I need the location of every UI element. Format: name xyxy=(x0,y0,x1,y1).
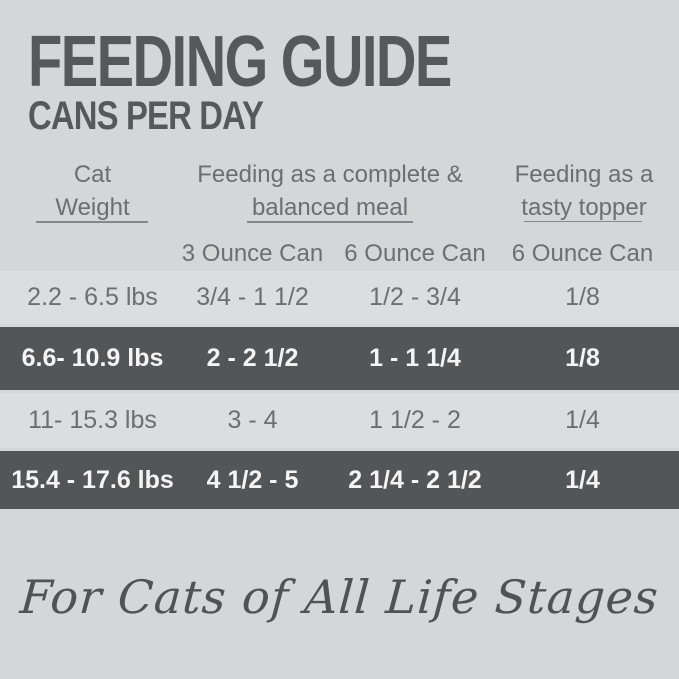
header-underline-meal xyxy=(247,221,413,223)
cell-topper-amount: 1/8 xyxy=(565,344,600,372)
cell-3oz-amount: 3 - 4 xyxy=(227,406,278,434)
cell-3oz-amount: 4 1/2 - 5 xyxy=(206,465,299,494)
cell-topper-amount: 1/4 xyxy=(565,406,600,434)
column-header-tasty-topper: Feeding as a tasty topper xyxy=(500,158,668,224)
column-header-line: tasty topper xyxy=(521,194,647,221)
cell-topper-amount: 1/4 xyxy=(565,465,600,494)
cell-3oz-amount: 2 - 2 1/2 xyxy=(206,344,299,372)
cell-6oz-amount: 1 1/2 - 2 xyxy=(369,406,461,434)
cell-cat-weight: 2.2 - 6.5 lbs xyxy=(27,283,158,311)
table-row: 15.4 - 17.6 lbs 4 1/2 - 5 2 1/4 - 2 1/2 … xyxy=(0,451,679,509)
column-header-complete-meal: Feeding as a complete & balanced meal xyxy=(170,158,490,224)
subheader-topper-6-ounce-can: 6 Ounce Can xyxy=(511,240,654,267)
column-header-line: balanced meal xyxy=(251,194,409,221)
cell-6oz-amount: 2 1/4 - 2 1/2 xyxy=(348,465,482,494)
cell-6oz-amount: 1/2 - 3/4 xyxy=(369,283,461,311)
tagline-all-life-stages: For Cats of All Life Stages xyxy=(18,570,661,624)
cell-3oz-amount: 3/4 - 1 1/2 xyxy=(196,283,309,311)
page-subtitle: CANS PER DAY xyxy=(28,94,264,138)
cell-cat-weight: 11- 15.3 lbs xyxy=(28,406,157,434)
cell-6oz-amount: 1 - 1 1/4 xyxy=(369,344,461,372)
cell-topper-amount: 1/8 xyxy=(565,283,600,311)
header-underline-topper xyxy=(524,221,642,222)
subheader-3-ounce-can: 3 Ounce Can xyxy=(181,240,324,267)
table-row: 2.2 - 6.5 lbs 3/4 - 1 1/2 1/2 - 3/4 1/8 xyxy=(0,271,679,324)
column-header-cat-weight: Cat Weight xyxy=(0,158,185,224)
subheader-6-ounce-can: 6 Ounce Can xyxy=(344,240,486,267)
cell-cat-weight: 6.6- 10.9 lbs xyxy=(21,344,164,372)
column-header-line: Cat xyxy=(73,161,112,188)
header-underline-weight xyxy=(36,221,148,223)
table-row: 6.6- 10.9 lbs 2 - 2 1/2 1 - 1 1/4 1/8 xyxy=(0,327,679,390)
page-title: FEEDING GUIDE xyxy=(28,22,452,102)
column-header-line: Feeding as a complete & xyxy=(197,161,463,188)
cell-cat-weight: 15.4 - 17.6 lbs xyxy=(11,465,174,494)
column-header-line: Weight xyxy=(55,194,130,221)
table-row: 11- 15.3 lbs 3 - 4 1 1/2 - 2 1/4 xyxy=(0,393,679,448)
column-header-line: Feeding as a xyxy=(514,161,654,188)
